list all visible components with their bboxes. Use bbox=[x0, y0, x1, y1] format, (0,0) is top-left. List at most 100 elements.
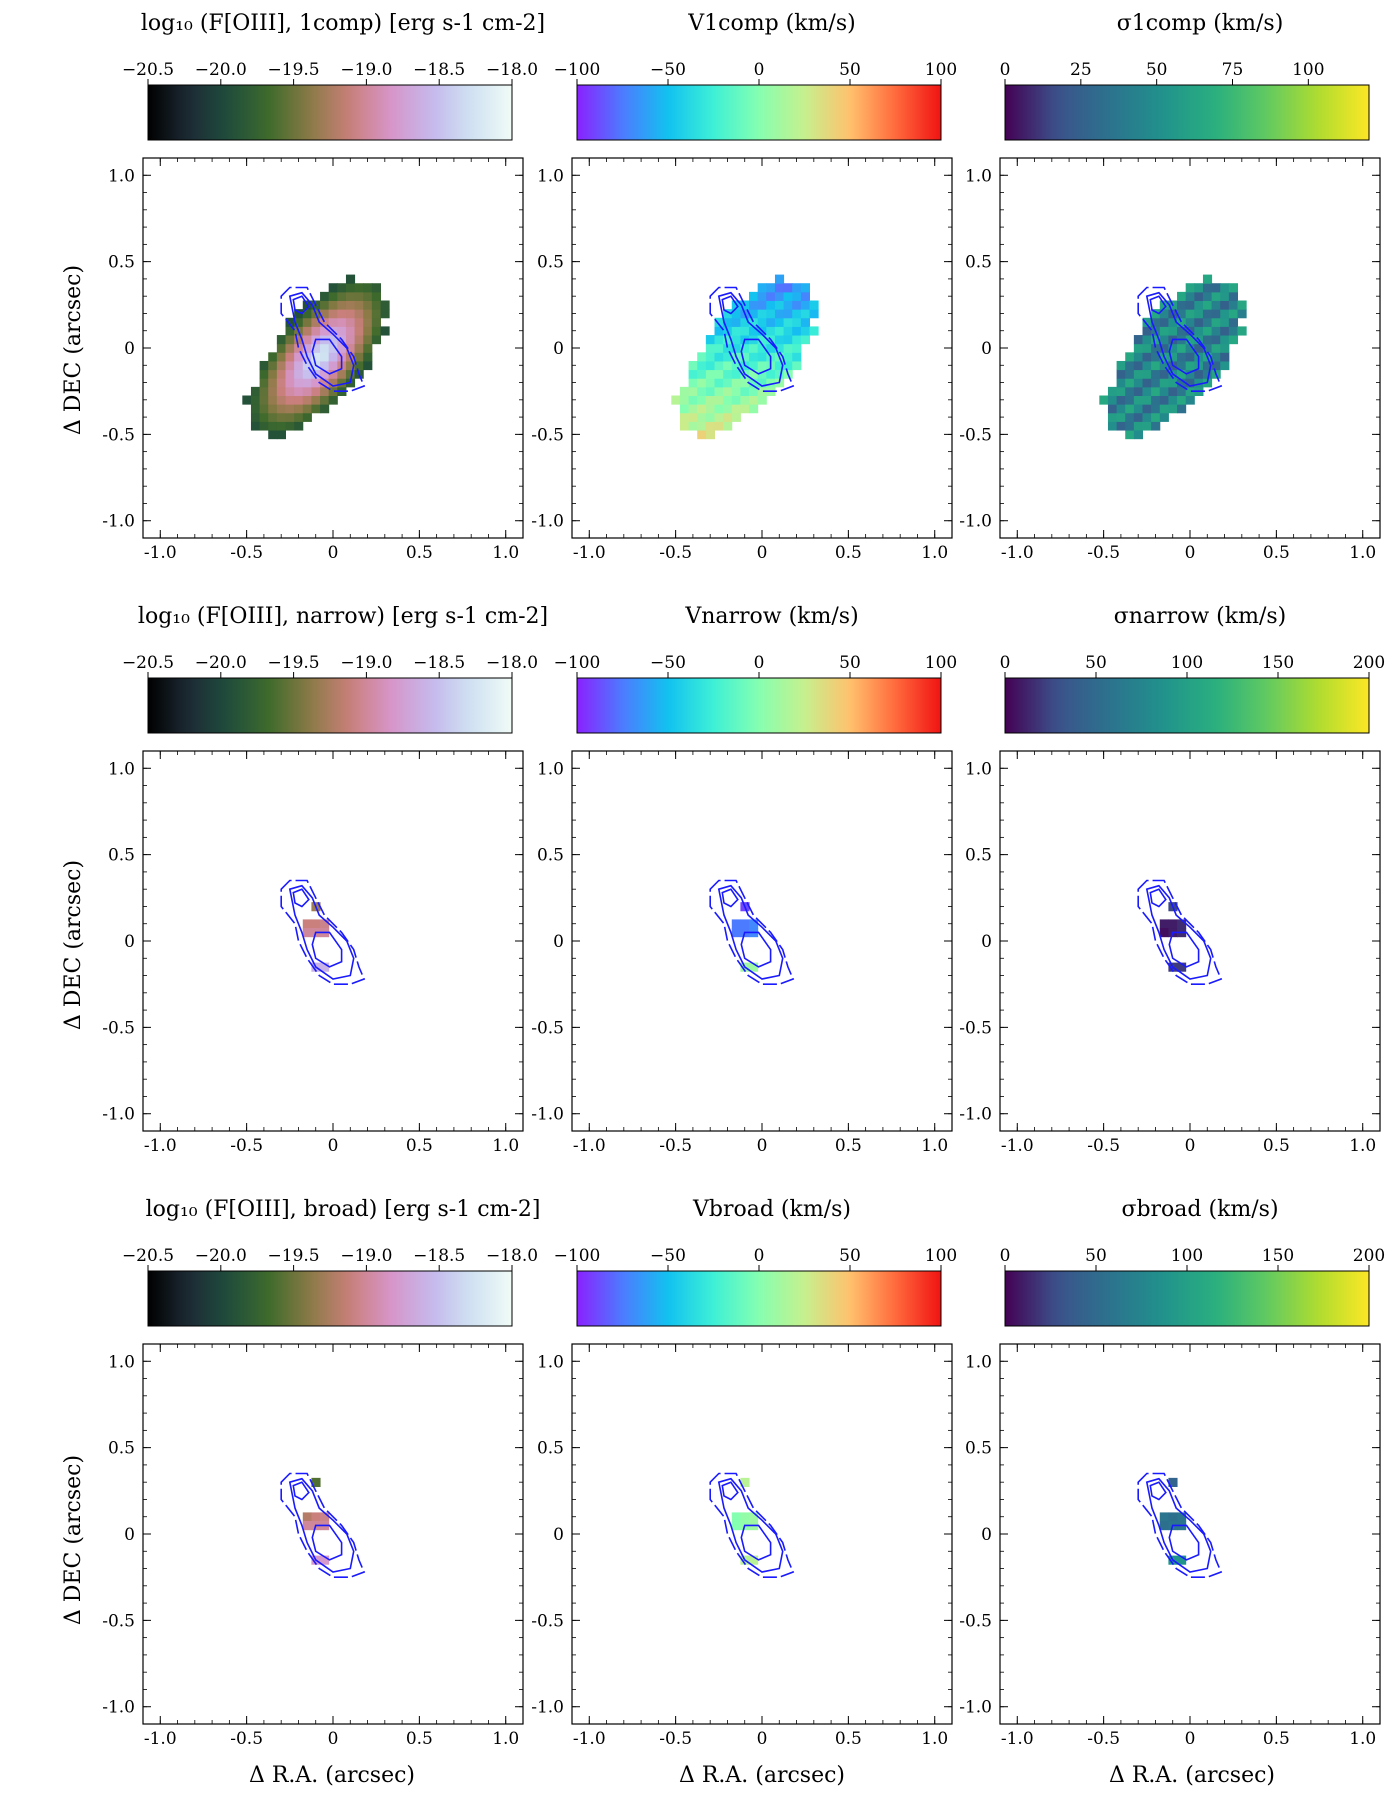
map-pixel bbox=[311, 326, 321, 336]
panel-1comp-dispersion: σ1comp (km/s) 0 25 50 75 100 -1.0 -1.0 -0.5 -0.5 0… bbox=[959, 11, 1381, 563]
x-tick-label: 1.0 bbox=[921, 543, 948, 563]
map-pixel bbox=[697, 369, 707, 379]
contour-line bbox=[292, 295, 310, 315]
map-pixel bbox=[380, 309, 390, 319]
map-pixel bbox=[757, 352, 767, 362]
colorbar-tick-label: −18.0 bbox=[486, 1246, 538, 1266]
x-tick-label: -1.0 bbox=[573, 1136, 606, 1156]
map-pixel bbox=[294, 404, 304, 414]
map-pixel bbox=[259, 421, 269, 431]
map-pixel bbox=[688, 404, 698, 414]
map-pixel bbox=[1211, 326, 1221, 336]
map-pixel bbox=[1237, 326, 1247, 336]
plot-frame bbox=[999, 750, 1381, 1132]
map-pixels bbox=[242, 274, 390, 440]
map-pixel bbox=[1159, 378, 1169, 388]
map-pixel bbox=[285, 386, 295, 396]
map-pixel bbox=[1125, 395, 1135, 405]
map-pixel bbox=[1228, 317, 1238, 327]
map-pixel bbox=[792, 309, 802, 319]
map-pixel bbox=[783, 309, 793, 319]
contour-line bbox=[292, 888, 310, 908]
map-pixel bbox=[294, 352, 304, 362]
contour-line bbox=[717, 884, 784, 980]
contour-line bbox=[717, 291, 784, 387]
map-pixel bbox=[1159, 309, 1169, 319]
map-pixel bbox=[1228, 326, 1238, 336]
map-pixel bbox=[268, 386, 278, 396]
map-pixel bbox=[242, 395, 252, 405]
map-pixel bbox=[723, 309, 733, 319]
map-pixel bbox=[1142, 395, 1152, 405]
map-pixel bbox=[320, 1555, 330, 1565]
colorbar-tick-label: −100 bbox=[554, 653, 601, 673]
map-pixel bbox=[1151, 352, 1161, 362]
x-tick-label: 0.5 bbox=[406, 1136, 433, 1156]
colorbar-tick-label: 150 bbox=[1262, 1246, 1294, 1266]
map-pixel bbox=[302, 326, 312, 336]
map-pixel bbox=[302, 412, 312, 422]
map-pixel bbox=[714, 343, 724, 353]
map-pixel bbox=[731, 1521, 741, 1531]
map-pixel bbox=[731, 343, 741, 353]
contour-line bbox=[280, 879, 366, 986]
map-pixel bbox=[749, 309, 759, 319]
y-tick-label: 0 bbox=[981, 932, 992, 952]
map-pixel bbox=[1116, 369, 1126, 379]
contour-line bbox=[1145, 884, 1212, 980]
map-pixel bbox=[371, 283, 381, 293]
map-pixel bbox=[783, 326, 793, 336]
map-pixel bbox=[723, 369, 733, 379]
map-pixel bbox=[285, 412, 295, 422]
map-pixel bbox=[1125, 412, 1135, 422]
map-pixel bbox=[1177, 343, 1187, 353]
map-pixel bbox=[311, 395, 321, 405]
map-pixel bbox=[1202, 317, 1213, 327]
x-tick-label: 0 bbox=[1185, 1136, 1196, 1156]
map-pixel bbox=[714, 412, 724, 422]
map-pixel bbox=[1211, 335, 1221, 345]
x-tick-label: 0 bbox=[757, 1729, 768, 1749]
map-pixel bbox=[757, 300, 767, 310]
contour-line bbox=[311, 931, 343, 968]
map-pixel bbox=[1177, 352, 1187, 362]
contour-line bbox=[721, 295, 739, 315]
map-pixel bbox=[294, 360, 304, 371]
map-pixel bbox=[354, 291, 364, 301]
colorbar-tick-label: 0 bbox=[1000, 1246, 1011, 1266]
map-pixel bbox=[766, 309, 776, 319]
colorbar-tick-label: 100 bbox=[1171, 653, 1203, 673]
map-pixel bbox=[320, 369, 330, 379]
map-pixel bbox=[1177, 300, 1187, 310]
map-pixel bbox=[354, 352, 364, 362]
map-pixel bbox=[1168, 395, 1178, 405]
map-pixel bbox=[259, 404, 269, 414]
colorbar-tick-label: 0 bbox=[754, 653, 765, 673]
map-pixel bbox=[1142, 352, 1152, 362]
map-pixel bbox=[268, 352, 278, 362]
contour-line bbox=[1168, 931, 1200, 968]
map-pixel bbox=[792, 335, 802, 345]
colorbar-tick-label: −20.5 bbox=[122, 653, 174, 673]
map-pixel bbox=[250, 386, 261, 396]
map-pixel bbox=[371, 300, 381, 310]
map-pixel bbox=[1151, 421, 1161, 431]
contour-line bbox=[709, 1472, 795, 1578]
map-pixel bbox=[749, 919, 759, 929]
map-pixel bbox=[731, 317, 741, 327]
map-pixel bbox=[311, 378, 321, 388]
map-pixel bbox=[302, 386, 312, 396]
colorbar-title: V1comp (km/s) bbox=[687, 11, 855, 36]
panel-narrow-velocity: Vnarrow (km/s) −100 −50 0 50 100 -1.0 -1.0 -0.5 -… bbox=[531, 604, 957, 1156]
map-pixel bbox=[749, 343, 759, 353]
map-pixel bbox=[749, 317, 759, 327]
map-pixel bbox=[1220, 283, 1230, 293]
map-pixel bbox=[1177, 919, 1187, 929]
map-pixel bbox=[723, 378, 733, 388]
map-pixel bbox=[1159, 335, 1169, 345]
map-pixel bbox=[774, 291, 785, 301]
y-tick-label: 0.5 bbox=[108, 846, 135, 866]
map-pixel bbox=[1151, 309, 1161, 319]
map-pixel bbox=[1133, 378, 1143, 388]
map-pixels bbox=[280, 1472, 366, 1578]
